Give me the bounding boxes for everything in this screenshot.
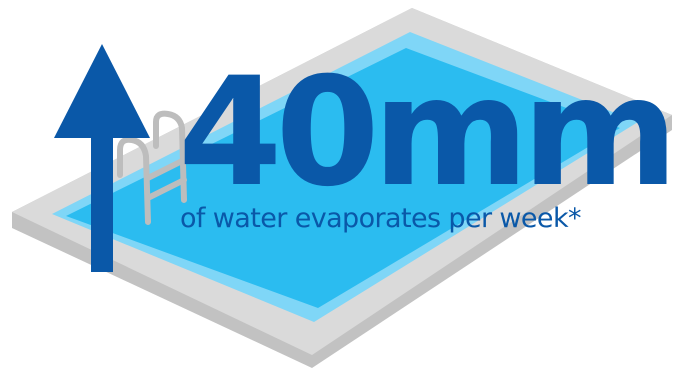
headline-caption: of water evaporates per week* xyxy=(180,203,581,234)
pool-ladder-icon xyxy=(117,110,187,225)
pool-water xyxy=(66,48,620,308)
up-arrow-icon xyxy=(54,44,150,272)
headline-figure: 40mm xyxy=(178,46,675,220)
